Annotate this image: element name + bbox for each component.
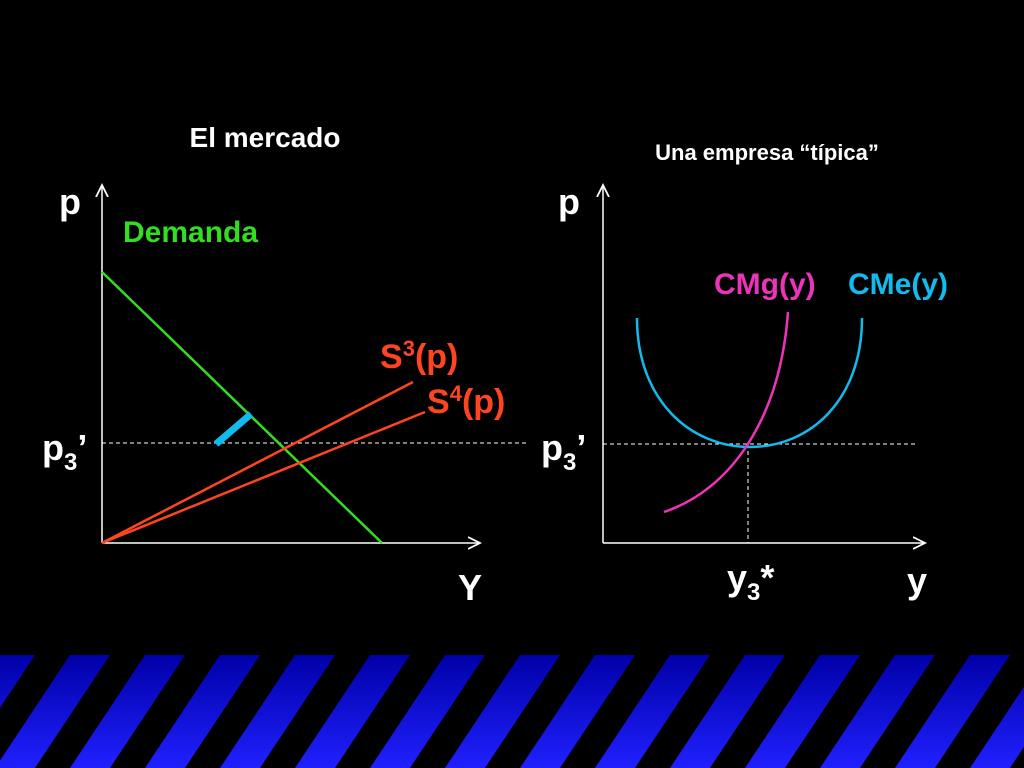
marginal-cost-label: CMg(y)	[714, 268, 816, 301]
supply-3-suffix: (p)	[415, 338, 458, 376]
price-sub: 3	[64, 449, 77, 476]
price-suffix: ’	[77, 427, 87, 468]
output-base: y	[727, 557, 747, 598]
average-cost-label: CMe(y)	[848, 268, 948, 301]
supply-4-label: S4(p)	[427, 381, 505, 421]
y-axis-label: p	[59, 181, 81, 222]
price-label: p3’	[541, 427, 586, 476]
output-sub: 3	[747, 579, 760, 606]
supply-3-line	[101, 380, 414, 545]
x-axis-label: y	[907, 560, 927, 601]
output-suffix: *	[760, 557, 774, 598]
supply-4-line	[101, 410, 426, 545]
footer-stripes	[0, 655, 1024, 768]
supply-3-label: S3(p)	[380, 336, 458, 376]
supply-4-suffix: (p)	[462, 383, 505, 421]
price-base: p	[541, 427, 563, 468]
supply-4-sup: 4	[450, 381, 463, 406]
price-base: p	[42, 427, 64, 468]
output-label: y3*	[727, 557, 774, 606]
price-suffix: ’	[576, 427, 586, 468]
price-label: p3’	[42, 427, 87, 476]
y-axis-label: p	[558, 181, 580, 222]
marginal-cost-curve	[663, 311, 790, 514]
title: El mercado	[190, 122, 341, 153]
excess-marker	[213, 411, 254, 447]
average-cost-curve	[635, 317, 864, 449]
title: Una empresa “típica”	[655, 140, 879, 165]
supply-3-sup: 3	[403, 336, 415, 361]
supply-4-base: S	[427, 383, 450, 421]
demand-line	[101, 271, 383, 544]
x-axis-label: Y	[458, 567, 482, 608]
price-sub: 3	[563, 449, 576, 476]
demand-label: Demanda	[123, 216, 258, 249]
supply-3-base: S	[380, 338, 403, 376]
